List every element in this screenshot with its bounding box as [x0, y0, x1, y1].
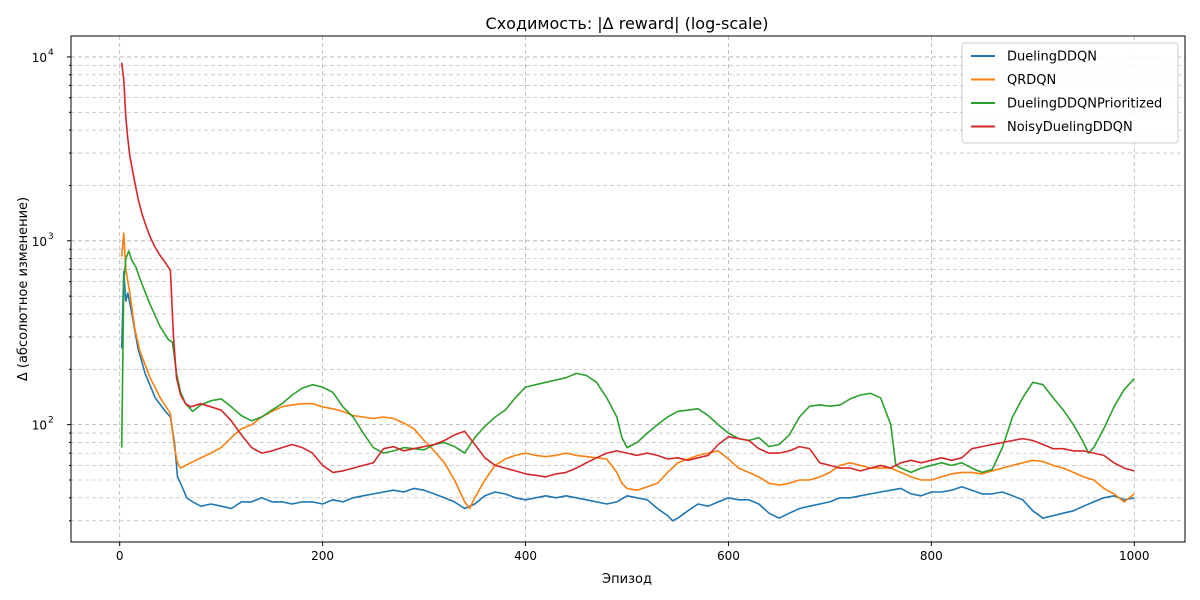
series-lines [120, 62, 1135, 522]
y-tick-label: 10 [32, 51, 47, 65]
x-tick-label: 800 [920, 549, 943, 563]
series-line-duelingddqn [120, 270, 1135, 522]
chart-title: Сходимость: |Δ reward| (log-scale) [486, 14, 769, 33]
x-tick-label: 600 [717, 549, 740, 563]
y-tick-label: 10 [32, 235, 47, 249]
y-tick-exponent: 3 [48, 232, 54, 242]
x-tick-label: 200 [311, 549, 334, 563]
x-tick-label: 400 [514, 549, 537, 563]
y-tick-base: 10 [32, 419, 47, 433]
legend-label: NoisyDuelingDDQN [1007, 120, 1133, 135]
series-line-noisyduelingddqn [120, 62, 1135, 478]
legend-label: QRDQN [1007, 73, 1056, 88]
series-line-duelingddqnprioritized [120, 250, 1135, 474]
x-tick-label: 1000 [1119, 549, 1150, 563]
y-tick-exponent: 2 [48, 416, 54, 426]
legend-label: DuelingDDQNPrioritized [1007, 97, 1162, 112]
y-tick-exponent: 4 [48, 48, 54, 58]
y-tick-base: 10 [32, 235, 47, 249]
x-tick-label: 0 [116, 549, 124, 563]
x-axis-label: Эпизод [602, 572, 652, 587]
x-axis: 0 200 400 600 800 1000 [116, 542, 1150, 563]
y-axis-label: Δ (абсолютное изменение) [16, 197, 31, 381]
legend-box [961, 42, 1179, 144]
grid [71, 36, 1185, 542]
legend: DuelingDDQN QRDQN DuelingDDQNPrioritized No… [961, 42, 1179, 144]
plot-frame [70, 35, 1186, 543]
y-tick-label: 10 [32, 419, 47, 433]
y-tick-base: 10 [32, 51, 47, 65]
legend-label: DuelingDDQN [1007, 50, 1097, 65]
